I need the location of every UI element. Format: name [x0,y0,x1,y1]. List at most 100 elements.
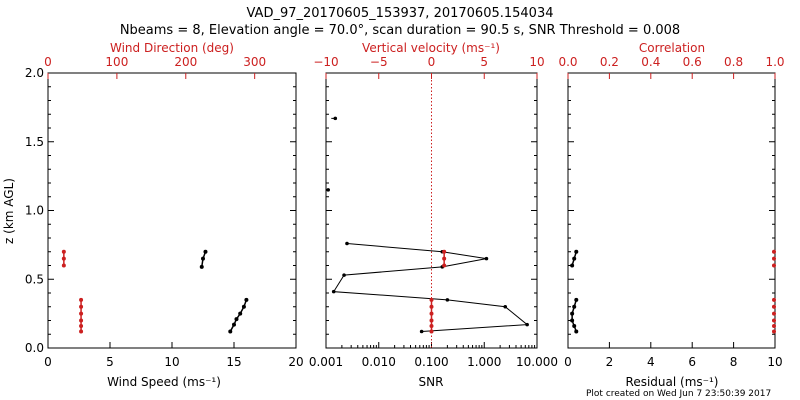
top-tick-label: 1.0 [765,55,784,69]
x-tick-label: 0.100 [414,355,448,369]
wind-direction-point [79,297,84,302]
residual-point [572,324,577,328]
residual-point [570,318,575,323]
x-tick-label: 8 [730,355,738,369]
snr-point [331,289,336,294]
y-tick-label: 1.5 [25,135,44,149]
residual-point [574,297,579,302]
correlation-point [772,324,776,328]
residual-top-label: Correlation [639,41,705,55]
residual-point [574,329,579,334]
residual-point [570,263,575,268]
wind-top-label: Wind Direction (deg) [110,41,234,55]
x-tick-label: 0.001 [309,355,343,369]
snr-xlabel: SNR [419,375,444,389]
vertical-velocity-point [429,324,434,328]
wind-direction-point [79,311,84,316]
footer-note: Plot created on Wed Jun 7 23:50:39 2017 [586,389,771,399]
top-tick-label: 0.6 [683,55,702,69]
y-tick-label: 0.5 [25,272,44,286]
x-tick-label: 10 [164,355,179,369]
x-tick-label: 0.010 [362,355,396,369]
figure-title-line1: VAD_97_20170605_153937, 20170605.154034 [247,6,554,21]
panel-wind-frame [47,72,297,349]
x-tick-label: 15 [226,355,241,369]
vertical-velocity-point [429,318,434,323]
residual-point [572,256,577,261]
correlation-point [772,249,776,254]
correlation-point [772,329,776,334]
snr-line [332,243,529,332]
wind-direction-point [79,318,84,323]
wind-speed-point [228,329,233,334]
correlation-point [772,318,776,323]
x-tick-label: 0 [564,355,572,369]
wind-speed-point [232,322,236,327]
residual-point [572,304,577,309]
top-tick-label: −5 [370,55,388,69]
vertical-velocity-point [442,256,447,261]
wind-speed-point [203,249,208,254]
wind-direction-point [61,249,66,254]
wind-direction-point [79,324,84,328]
top-tick-label: 300 [243,55,266,69]
residual-point [570,311,575,316]
x-tick-label: 1.000 [467,355,501,369]
x-tick-label: 10.000 [516,355,558,369]
wind-speed-point [238,311,243,316]
y-tick-label: 0.0 [25,341,44,355]
residual-xlabel: Residual (ms⁻¹) [626,375,719,389]
top-tick-label: 0.0 [558,55,577,69]
x-tick-label: 0 [44,355,52,369]
vertical-velocity-point [429,297,434,302]
correlation-point [772,311,776,316]
snr-point [525,322,529,327]
snr-point [345,241,349,246]
wind-direction-point [61,256,66,261]
wind-speed-point [241,304,246,309]
wind-direction-point [61,263,66,268]
wind-speed-point [201,256,205,261]
x-tick-label: 4 [647,355,655,369]
snr-top-label: Vertical velocity (ms⁻¹) [362,41,500,55]
correlation-point [772,304,776,309]
snr-point [333,116,338,121]
top-tick-label: 0.4 [641,55,660,69]
top-tick-label: 0.8 [724,55,743,69]
vertical-velocity-point [442,249,447,254]
vertical-velocity-point [429,329,434,334]
snr-point [445,298,450,302]
x-tick-label: 10 [767,355,782,369]
figure-title-line2: Nbeams = 8, Elevation angle = 70.0°, sca… [120,23,680,38]
correlation-point [772,297,776,302]
top-tick-label: 100 [105,55,128,69]
panel-residual-frame [567,72,776,349]
wind-direction-point [79,329,84,334]
x-tick-label: 6 [688,355,696,369]
top-tick-label: 200 [174,55,197,69]
x-tick-label: 2 [606,355,614,369]
wind-direction-point [79,304,84,309]
wind-speed-point [234,317,239,322]
y-tick-label: 2.0 [25,66,44,80]
wind-speed-line [229,299,248,332]
vertical-velocity-point [429,304,434,309]
wind-ylabel: z (km AGL) [2,178,16,244]
x-tick-label: 5 [106,355,114,369]
wind-xlabel: Wind Speed (ms⁻¹) [107,375,221,389]
residual-point [574,249,579,254]
top-tick-label: 10 [529,55,544,69]
snr-point [342,273,346,277]
top-tick-label: 0 [44,55,52,69]
snr-point [484,256,489,261]
snr-point [326,188,330,192]
top-tick-label: 5 [480,55,488,69]
snr-point [503,304,508,309]
top-tick-label: 0 [428,55,436,69]
y-tick-label: 1.0 [25,204,44,218]
vertical-velocity-point [429,311,434,316]
wind-speed-point [199,264,204,269]
top-tick-label: −10 [313,55,338,69]
